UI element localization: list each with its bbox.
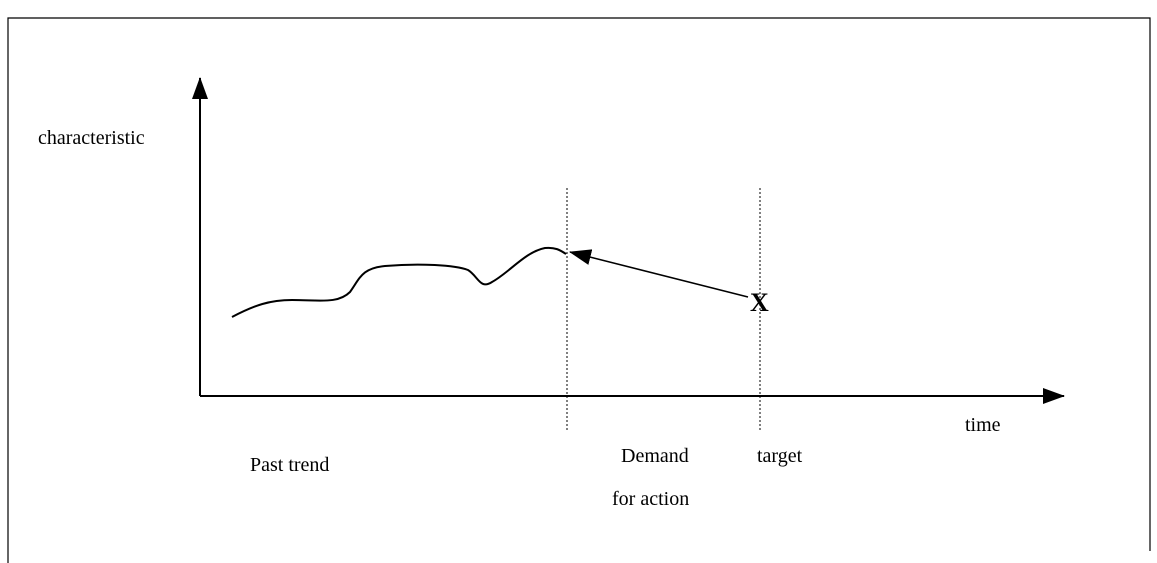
- past-label: Past trend: [250, 454, 329, 476]
- demand-label: for action: [612, 488, 689, 510]
- trend-curve: [231, 246, 567, 318]
- target-label: target: [757, 445, 803, 467]
- action-arrow: [569, 249, 749, 298]
- target-marker: X: [750, 288, 769, 317]
- x-axis-label: time: [965, 414, 1001, 436]
- y-axis-label: characteristic: [38, 127, 145, 149]
- frame: [7, 17, 1151, 563]
- demand-label: Demand: [621, 445, 689, 467]
